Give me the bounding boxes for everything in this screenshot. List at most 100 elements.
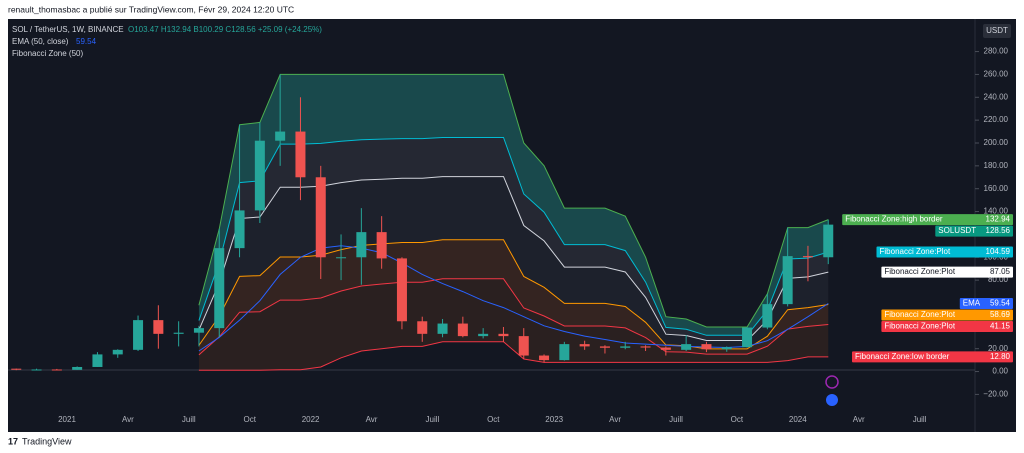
price-tag-value: 58.69 <box>990 310 1011 319</box>
plot: −20.000.0020.0040.0060.0080.00100.00120.… <box>11 47 1013 424</box>
indicator-title: Fibonacci Zone (50) <box>12 49 83 58</box>
event-icon[interactable] <box>825 375 839 389</box>
candle-body <box>681 344 692 350</box>
price-tag-value: 12.80 <box>990 352 1011 361</box>
x-tick-label: Oct <box>243 415 256 424</box>
candle-body <box>457 323 468 337</box>
header-text: renault_thomasbac a publié sur TradingVi… <box>8 4 294 14</box>
chart-title: SOL / TetherUS, 1W, BINANCE <box>12 25 124 34</box>
candle-body <box>356 232 367 258</box>
price-tag-name: Fibonacci Zone:Plot <box>884 310 955 319</box>
ema-value: 59.54 <box>76 37 97 46</box>
y-tick-label: 160.00 <box>984 184 1009 193</box>
x-tick-label: 2021 <box>58 415 76 424</box>
event-icon[interactable] <box>826 394 838 406</box>
candle-body <box>214 248 225 329</box>
candle-body <box>31 369 42 371</box>
series-line <box>198 341 829 371</box>
candle-body <box>721 347 732 350</box>
candle-body <box>640 346 651 348</box>
logo-mark: 17 <box>8 436 18 446</box>
price-tag <box>881 266 1013 278</box>
candle-body <box>336 257 347 259</box>
candle-body <box>396 258 407 322</box>
price-tag-value: 41.15 <box>990 322 1011 331</box>
series-line <box>198 73 829 328</box>
price-tag <box>935 225 1013 237</box>
price-tag-value: 104.59 <box>986 247 1011 256</box>
price-tag-name: Fibonacci Zone:low border <box>855 352 950 361</box>
footer-brand: TradingView <box>22 436 72 446</box>
y-tick-label: 140.00 <box>984 207 1009 216</box>
price-tag <box>852 351 1013 363</box>
y-tick-label: 240.00 <box>984 92 1009 101</box>
x-tick-label: Juill <box>669 415 683 424</box>
x-tick-label: Juill <box>182 415 196 424</box>
y-tick-label: 80.00 <box>988 275 1009 284</box>
candle-body <box>275 131 286 141</box>
y-tick-label: 220.00 <box>984 115 1009 124</box>
candle-body <box>92 354 103 367</box>
series-line <box>198 176 829 341</box>
price-tag <box>876 246 1013 258</box>
x-tick-label: Oct <box>731 415 744 424</box>
candle-body <box>254 140 265 211</box>
x-tick-label: Avr <box>366 415 378 424</box>
candle-body <box>133 320 144 350</box>
band-fill <box>198 176 829 349</box>
price-tag <box>959 298 1013 310</box>
x-tick-label: Avr <box>853 415 865 424</box>
price-tag-name: EMA <box>963 299 981 308</box>
candle-body <box>782 256 793 305</box>
candle-body <box>620 346 631 348</box>
x-tick-label: Juill <box>913 415 927 424</box>
candle-body <box>72 366 83 370</box>
price-tag-value: 87.05 <box>990 267 1011 276</box>
candle-body <box>762 304 773 328</box>
candle-body <box>315 177 326 258</box>
candle-body <box>193 328 204 333</box>
price-tag <box>881 309 1013 321</box>
y-tick-label: 280.00 <box>984 47 1009 56</box>
candle-body <box>498 333 509 337</box>
ohlc-text: O103.47 H132.94 B100.29 C128.56 +25.09 (… <box>128 25 322 34</box>
price-tag-name: Fibonacci Zone:Plot <box>880 247 951 256</box>
candle-body <box>559 344 570 361</box>
x-tick-label: 2023 <box>545 415 563 424</box>
candle-body <box>701 344 712 350</box>
y-tick-label: 260.00 <box>984 70 1009 79</box>
candle-body <box>51 369 62 371</box>
candle-body <box>153 320 164 334</box>
x-tick-label: 2022 <box>302 415 320 424</box>
price-tag-name: Fibonacci Zone:Plot <box>884 267 955 276</box>
price-tag-name: Fibonacci Zone:high border <box>845 215 943 224</box>
unit-box <box>983 24 1011 38</box>
candle-body <box>599 346 610 348</box>
candle-body <box>742 327 753 348</box>
price-tag-value: 128.56 <box>986 226 1011 235</box>
candle-body <box>437 323 448 334</box>
candle-body <box>802 256 813 258</box>
y-tick-label: 180.00 <box>984 161 1009 170</box>
chart-area <box>8 19 1016 432</box>
x-tick-label: Avr <box>122 415 134 424</box>
price-tag-name: SOLUSDT <box>938 226 976 235</box>
price-tag-name: Fibonacci Zone:Plot <box>884 322 955 331</box>
y-tick-label: 0.00 <box>992 367 1008 376</box>
price-tag-value: 132.94 <box>986 215 1011 224</box>
candle-body <box>376 232 387 259</box>
x-tick-label: Oct <box>487 415 500 424</box>
y-tick-label: 20.00 <box>988 344 1009 353</box>
candle-body <box>417 321 428 334</box>
candle-body <box>539 355 550 361</box>
price-tag-value: 59.54 <box>990 299 1011 308</box>
y-tick-label: 200.00 <box>984 138 1009 147</box>
candle-body <box>518 336 529 356</box>
x-tick-label: 2024 <box>789 415 807 424</box>
candle-body <box>173 332 184 334</box>
axis-unit: USDT <box>986 26 1008 35</box>
candle-body <box>234 210 245 249</box>
price-tag <box>881 321 1013 333</box>
candle-body <box>660 347 671 350</box>
